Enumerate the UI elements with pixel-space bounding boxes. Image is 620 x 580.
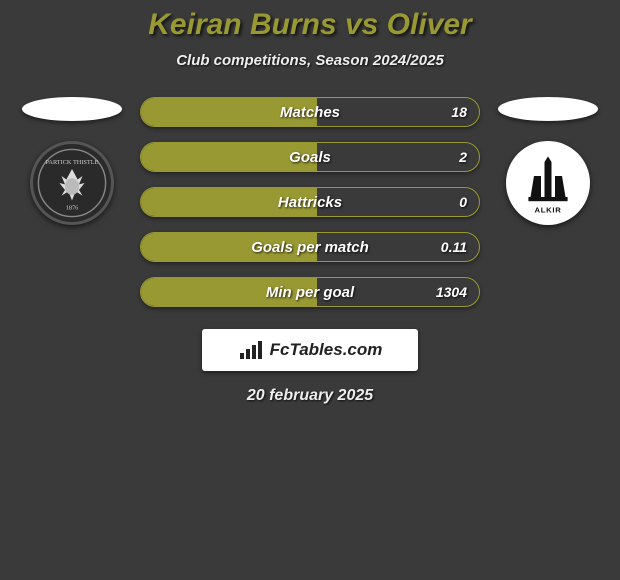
stat-value-right: 2	[459, 149, 467, 165]
bars-icon	[238, 339, 264, 361]
svg-text:ALKIR: ALKIR	[535, 205, 562, 214]
brand-text: FcTables.com	[270, 340, 383, 360]
stat-value-right: 0.11	[441, 239, 467, 255]
stat-value-right: 0	[459, 194, 467, 210]
left-flag-placeholder	[22, 97, 122, 121]
stat-bar-matches: Matches 18	[140, 97, 480, 127]
stat-bar-gpm: Goals per match 0.11	[140, 232, 480, 262]
left-club-crest[interactable]: PARTICK THISTLE 1876	[30, 141, 114, 225]
svg-text:PARTICK THISTLE: PARTICK THISTLE	[46, 159, 99, 166]
stat-label: Min per goal	[266, 284, 354, 301]
main-row: PARTICK THISTLE 1876 Matches 18 Goals 2	[0, 97, 620, 307]
right-player-column: ALKIR	[498, 97, 598, 225]
thistle-icon: PARTICK THISTLE 1876	[37, 148, 107, 218]
comparison-widget: Keiran Burns vs Oliver Club competitions…	[0, 0, 620, 405]
page-title: Keiran Burns vs Oliver	[0, 8, 620, 42]
stat-bar-mpg: Min per goal 1304	[140, 277, 480, 307]
right-flag-placeholder	[498, 97, 598, 121]
stat-label: Hattricks	[278, 194, 342, 211]
left-player-column: PARTICK THISTLE 1876	[22, 97, 122, 225]
stats-column: Matches 18 Goals 2 Hattricks 0 Goals per…	[140, 97, 480, 307]
svg-text:1876: 1876	[66, 205, 79, 212]
stat-value-right: 1304	[436, 284, 467, 300]
right-club-crest[interactable]: ALKIR	[506, 141, 590, 225]
date-line: 20 february 2025	[0, 387, 620, 405]
brand-link[interactable]: FcTables.com	[202, 329, 418, 371]
falkirk-icon: ALKIR	[513, 148, 583, 218]
subtitle: Club competitions, Season 2024/2025	[0, 52, 620, 69]
stat-value-right: 18	[451, 104, 467, 120]
stat-label: Matches	[280, 104, 340, 121]
stat-label: Goals per match	[251, 239, 369, 256]
stat-bar-hattricks: Hattricks 0	[140, 187, 480, 217]
stat-label: Goals	[289, 149, 331, 166]
stat-bar-goals: Goals 2	[140, 142, 480, 172]
